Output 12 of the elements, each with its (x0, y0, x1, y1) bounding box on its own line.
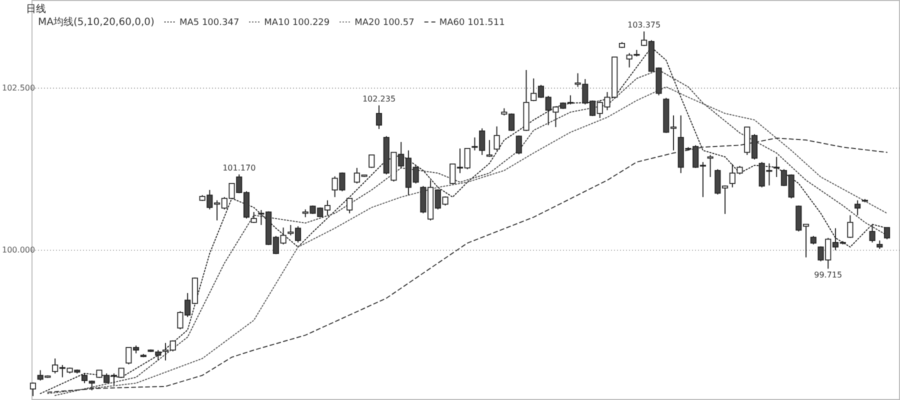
legend-label: MA5 100.347 (179, 18, 240, 28)
legend-label: MA10 100.229 (264, 18, 330, 28)
title: 日线 (26, 4, 46, 15)
annotation: 101.170 (222, 163, 256, 172)
y-tick-label: 100.000 (2, 245, 36, 254)
legend-label: MA60 101.511 (439, 18, 505, 28)
annotation: 103.375 (628, 20, 661, 30)
annotation: 102.235 (362, 94, 396, 104)
y-tick-label: 102.500 (2, 83, 36, 92)
legend-title: MA均线(5,10,20,60,0,0) (38, 16, 155, 28)
annotation: 99.715 (814, 270, 842, 280)
legend-label: MA20 100.57 (354, 18, 414, 28)
